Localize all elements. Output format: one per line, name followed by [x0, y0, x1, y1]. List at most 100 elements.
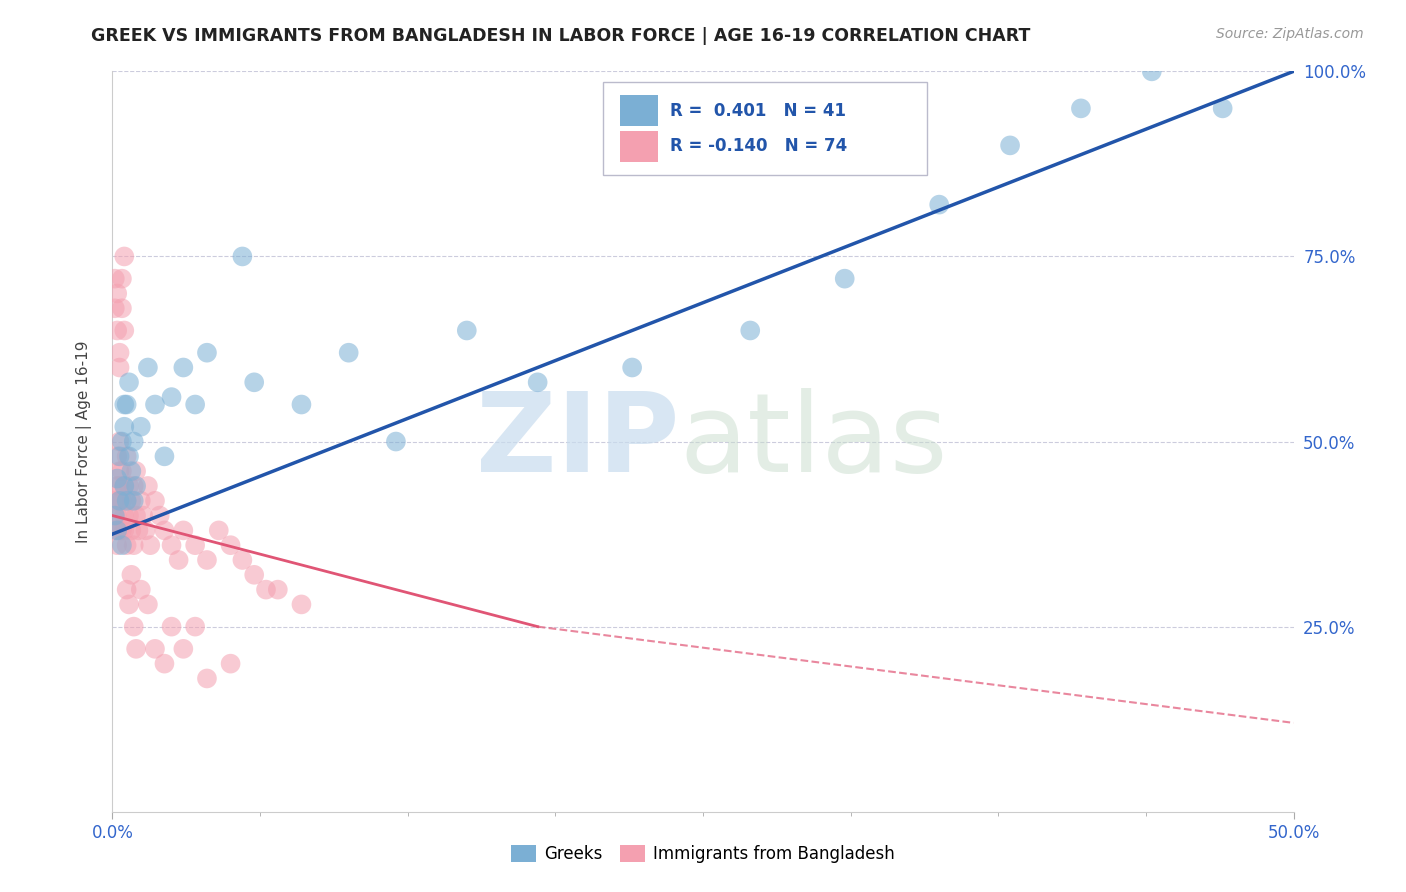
Point [160, 538, 183, 552]
Point [108, 345, 131, 359]
Point [111, 493, 134, 508]
Point [118, 598, 141, 612]
FancyBboxPatch shape [620, 95, 658, 126]
Point [115, 450, 138, 464]
Point [108, 479, 131, 493]
Point [108, 434, 131, 449]
Point [219, 657, 242, 671]
Point [219, 538, 242, 552]
Point [136, 360, 159, 375]
Point [122, 538, 145, 552]
Point [115, 582, 138, 597]
Point [290, 398, 312, 412]
Point [118, 376, 141, 390]
Point [254, 582, 277, 597]
Point [111, 271, 134, 285]
Point [108, 493, 131, 508]
Point [115, 398, 138, 412]
Point [105, 286, 128, 301]
Point [385, 434, 408, 449]
Text: Source: ZipAtlas.com: Source: ZipAtlas.com [1216, 27, 1364, 41]
Point [184, 538, 207, 552]
Point [125, 479, 148, 493]
Point [160, 619, 183, 633]
Text: R =  0.401   N = 41: R = 0.401 N = 41 [669, 102, 846, 120]
Y-axis label: In Labor Force | Age 16-19: In Labor Force | Age 16-19 [76, 340, 91, 543]
Point [105, 324, 128, 338]
Point [153, 524, 176, 538]
Point [104, 493, 127, 508]
Point [195, 345, 218, 359]
Point [108, 450, 131, 464]
Point [290, 598, 312, 612]
Point [105, 524, 128, 538]
Point [526, 376, 548, 390]
Text: ZIP: ZIP [477, 388, 679, 495]
Point [111, 524, 134, 538]
Point [135, 524, 157, 538]
Point [125, 641, 148, 656]
Point [105, 538, 128, 552]
Point [243, 376, 266, 390]
Point [834, 271, 856, 285]
Point [337, 345, 360, 359]
Point [112, 250, 135, 264]
Point [104, 301, 127, 316]
Point [243, 567, 266, 582]
Point [136, 479, 159, 493]
Point [998, 138, 1021, 153]
Point [122, 434, 145, 449]
Point [143, 493, 166, 508]
Point [143, 398, 166, 412]
Point [125, 508, 148, 523]
Point [129, 419, 152, 434]
Point [129, 582, 152, 597]
Point [104, 271, 127, 285]
Point [115, 493, 138, 508]
Point [120, 493, 142, 508]
Point [112, 479, 135, 493]
Point [104, 524, 127, 538]
Point [127, 524, 149, 538]
Point [122, 619, 145, 633]
Point [172, 360, 194, 375]
Point [184, 619, 207, 633]
Point [105, 450, 128, 464]
Point [167, 553, 190, 567]
Text: atlas: atlas [679, 388, 948, 495]
Point [108, 493, 131, 508]
Point [105, 508, 128, 523]
Point [118, 508, 141, 523]
Point [456, 324, 478, 338]
Point [267, 582, 290, 597]
Point [118, 479, 141, 493]
Point [231, 553, 253, 567]
Point [108, 524, 131, 538]
Point [928, 197, 950, 211]
Point [112, 479, 135, 493]
Point [105, 479, 128, 493]
Text: R = -0.140   N = 74: R = -0.140 N = 74 [669, 137, 848, 155]
Point [740, 324, 762, 338]
Point [111, 301, 134, 316]
Point [104, 508, 127, 523]
Point [172, 524, 194, 538]
Point [120, 567, 142, 582]
Point [112, 398, 135, 412]
Point [112, 508, 135, 523]
Point [120, 524, 142, 538]
Point [115, 493, 138, 508]
Point [1212, 102, 1234, 116]
Point [195, 553, 218, 567]
Text: GREEK VS IMMIGRANTS FROM BANGLADESH IN LABOR FORCE | AGE 16-19 CORRELATION CHART: GREEK VS IMMIGRANTS FROM BANGLADESH IN L… [91, 27, 1031, 45]
Point [115, 538, 138, 552]
Point [153, 657, 176, 671]
Point [231, 250, 253, 264]
Point [160, 390, 183, 404]
Point [108, 360, 131, 375]
Point [108, 464, 131, 478]
Point [208, 524, 231, 538]
Point [112, 524, 135, 538]
Point [149, 508, 172, 523]
Point [112, 324, 135, 338]
